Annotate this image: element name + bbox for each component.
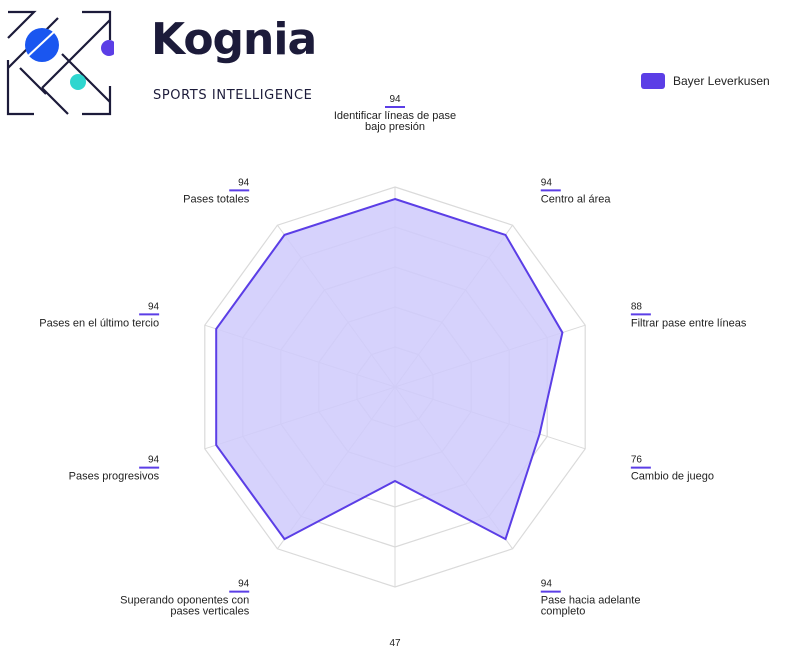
axis-label: Pases totales	[183, 193, 250, 205]
axis-label: Pases en el último tercio	[39, 317, 159, 329]
axis-value: 94	[148, 455, 160, 466]
brand-tagline: SPORTS INTELLIGENCE	[153, 88, 313, 103]
axis-label: pases verticales	[170, 606, 249, 618]
axis-value: 94	[238, 177, 250, 188]
axis-label: Pase hacia adelante	[541, 595, 641, 607]
brand-name: Kognia	[151, 14, 317, 65]
axis-label: Identificar líneas de pase	[334, 110, 456, 122]
axis-label-group: 94 Pases en el último tercio	[39, 301, 159, 329]
radar-series	[215, 197, 564, 541]
axis-label-group: 76 Cambio de juego	[630, 455, 714, 483]
axis-value: 94	[541, 579, 553, 590]
axis-label: bajo presión	[365, 121, 425, 133]
axis-value: 94	[541, 177, 553, 188]
axis-value: 47	[389, 638, 401, 649]
axis-value: 76	[631, 455, 643, 466]
axis-value: 88	[631, 301, 643, 312]
axis-label-group: 88 Filtrar pase entre líneas	[630, 301, 747, 329]
kognia-logo-icon	[6, 10, 114, 116]
axis-label: Pases progresivos	[69, 471, 160, 483]
legend-swatch	[641, 73, 665, 89]
axis-label-group: 94 Pases progresivos	[69, 455, 160, 483]
axis-label: Superando oponentes con	[120, 595, 249, 607]
axis-value: 94	[389, 94, 401, 105]
axis-label-group: 47Pase a la espalda de lalínea defensiva	[389, 638, 401, 649]
axis-value: 94	[148, 301, 160, 312]
legend-label: Bayer Leverkusen	[673, 74, 770, 88]
axis-label: completo	[541, 606, 586, 618]
axis-value: 94	[238, 579, 250, 590]
axis-label: Filtrar pase entre líneas	[631, 317, 747, 329]
axis-label-group: 94 Centro al área	[540, 177, 612, 205]
axis-label-group: 94 Pases totales	[183, 177, 250, 205]
axis-label: Centro al área	[541, 193, 612, 205]
axis-label: Cambio de juego	[631, 471, 714, 483]
series-area	[215, 197, 564, 541]
chart-legend: Bayer Leverkusen	[641, 73, 770, 89]
